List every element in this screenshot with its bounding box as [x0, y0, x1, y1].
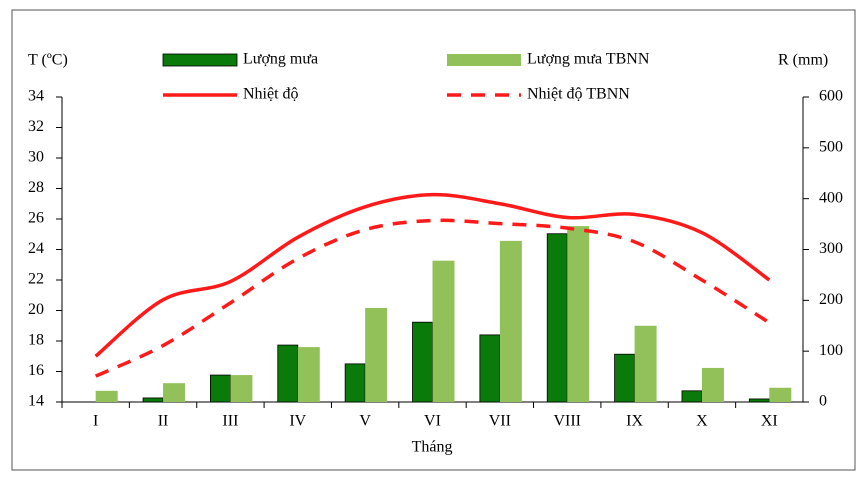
x-tick-label: VII: [489, 413, 511, 430]
bar: [546, 233, 568, 403]
y2-tick-label: 600: [819, 88, 843, 105]
bar: [769, 387, 792, 402]
bar: [230, 375, 253, 402]
bar: [297, 347, 320, 402]
legend-label: Nhiệt độ: [243, 86, 299, 103]
y2-axis-label: R (mm): [778, 52, 828, 69]
bar: [634, 325, 657, 402]
bar: [344, 363, 366, 403]
bar: [567, 226, 590, 402]
legend-label: Lượng mưa: [243, 51, 318, 68]
y-tick-label: 26: [28, 210, 44, 227]
line: [94, 192, 771, 358]
x-tick-label: I: [93, 413, 98, 430]
legend-label: Nhiệt độ TBNN: [527, 86, 630, 103]
bar: [142, 397, 164, 403]
bar: [499, 240, 522, 402]
bar: [163, 383, 186, 402]
y-tick-label: 32: [28, 118, 44, 135]
x-tick-label: V: [359, 413, 371, 430]
y-tick-label: 14: [28, 393, 44, 410]
bar: [412, 321, 433, 403]
bar: [210, 374, 231, 403]
y2-tick-label: 500: [819, 139, 843, 156]
y-tick-label: 28: [28, 179, 44, 196]
y-tick-label: 22: [28, 271, 44, 288]
y2-tick-label: 200: [819, 291, 843, 308]
frame: [11, 9, 856, 471]
y-tick-label: 24: [28, 240, 44, 257]
y2-tick-label: 400: [819, 189, 843, 206]
legend-label: Lượng mưa TBNN: [527, 51, 650, 68]
bar: [95, 390, 118, 402]
bar: [479, 334, 501, 403]
y-tick-label: 34: [28, 88, 44, 105]
legend-swatch: [447, 54, 521, 66]
x-tick-label: II: [158, 413, 169, 430]
x-tick-label: IX: [626, 413, 643, 430]
y-tick-label: 16: [28, 362, 44, 379]
bar: [432, 260, 455, 402]
bar: [277, 344, 299, 403]
x-tick-label: VI: [424, 413, 441, 430]
line: [94, 218, 771, 378]
legend-swatch: [162, 53, 238, 67]
bar: [365, 307, 388, 402]
y2-tick-label: 300: [819, 240, 843, 257]
y-tick-label: 18: [28, 332, 44, 349]
bar: [701, 367, 724, 402]
bar: [614, 353, 635, 403]
y-tick-label: 30: [28, 149, 44, 166]
x-tick-label: IV: [289, 413, 306, 430]
bar: [681, 390, 703, 403]
x-tick-label: XI: [761, 413, 778, 430]
y-axis-label: T (ºC): [28, 52, 68, 69]
x-tick-label: VIII: [553, 413, 581, 430]
x-tick-label: X: [696, 413, 708, 430]
x-tick-label: III: [222, 413, 238, 430]
bar: [748, 398, 770, 403]
y2-tick-label: 0: [819, 393, 827, 410]
x-axis-label: Tháng: [412, 439, 453, 456]
y-tick-label: 20: [28, 301, 44, 318]
y2-tick-label: 100: [819, 342, 843, 359]
